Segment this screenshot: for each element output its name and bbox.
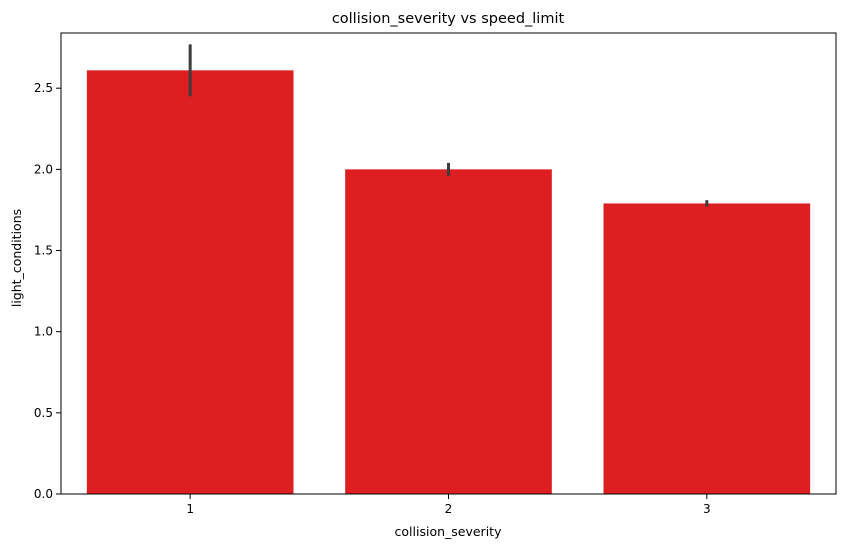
bars-layer <box>86 70 811 495</box>
x-tick-label: 2 <box>445 502 453 516</box>
y-tick-label: 0.0 <box>34 487 53 501</box>
x-tick-label: 3 <box>703 502 711 516</box>
bar-2 <box>345 169 552 494</box>
y-axis-label: light_conditions <box>9 209 24 307</box>
y-tick-label: 2.0 <box>34 162 53 176</box>
error-bars-layer <box>188 44 709 207</box>
chart-title: collision_severity vs speed_limit <box>332 11 565 27</box>
y-tick-label: 2.5 <box>34 81 53 95</box>
bar-3 <box>603 203 811 495</box>
x-tick-label: 1 <box>186 502 194 516</box>
y-axis-ticks: 0.0 0.5 1.0 1.5 2.0 2.5 <box>34 81 61 501</box>
y-tick-label: 0.5 <box>34 406 53 420</box>
y-tick-label: 1.0 <box>34 325 53 339</box>
bar-1 <box>86 70 294 495</box>
x-axis-label: collision_severity <box>395 524 503 539</box>
y-tick-label: 1.5 <box>34 244 53 258</box>
x-axis-ticks: 1 2 3 <box>186 494 711 516</box>
